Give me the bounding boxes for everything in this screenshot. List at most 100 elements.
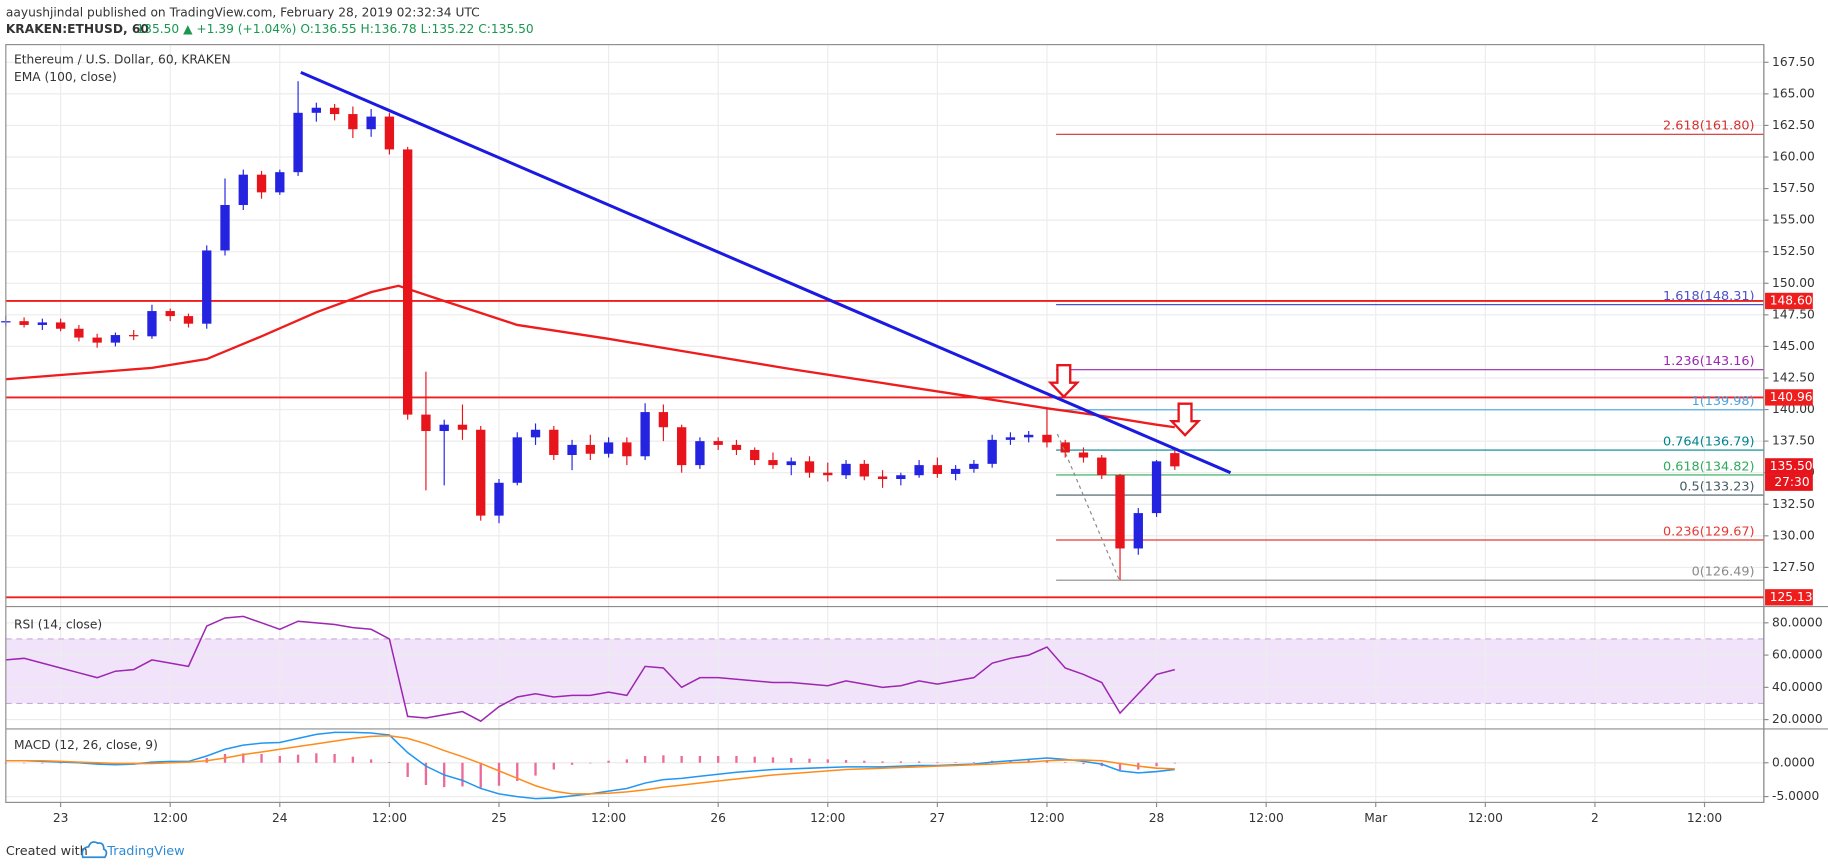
candle-body — [147, 311, 157, 337]
histogram-bar — [735, 756, 738, 763]
candle-body — [110, 335, 121, 343]
y-tick-label: 165.00 — [1772, 86, 1815, 100]
y-tick-label: 157.50 — [1772, 181, 1815, 195]
histogram-bar — [625, 759, 629, 763]
candle-body — [859, 463, 869, 477]
x-tick-label: Mar — [1364, 811, 1388, 825]
fib-label: 1(139.98) — [1692, 394, 1755, 409]
histogram-bar — [369, 759, 373, 763]
candle-body — [202, 250, 212, 324]
histogram-bar — [333, 753, 336, 763]
y-tick-label: 137.50 — [1772, 434, 1815, 448]
candle-body — [129, 335, 139, 337]
pane-title: MACD (12, 26, close, 9) — [14, 738, 158, 752]
y-tick-label: 20.0000 — [1772, 712, 1823, 726]
candle-body — [823, 472, 833, 476]
quote: 135.50 ▲ +1.39 (+1.04%) O:136.55 H:136.7… — [136, 22, 533, 36]
histogram-bar — [881, 761, 884, 763]
histogram-bar — [1155, 762, 1158, 767]
level-tag-label: 140.96 — [1770, 390, 1813, 404]
author-line: aayushjindal published on TradingView.co… — [6, 6, 480, 20]
candle-body — [92, 337, 102, 343]
y-tick-label: 155.00 — [1772, 213, 1815, 227]
y-tick-label: 150.00 — [1772, 276, 1815, 290]
y-tick-label: 80.0000 — [1772, 615, 1823, 629]
swing-line — [1056, 433, 1120, 580]
candle-body — [55, 322, 66, 329]
candle-body — [695, 441, 705, 466]
histogram-bar — [497, 762, 501, 786]
x-tick-label: 23 — [53, 811, 69, 825]
brand: TradingView — [106, 844, 184, 859]
x-tick-label: 24 — [272, 811, 288, 825]
x-tick-label: 12:00 — [1029, 811, 1064, 825]
candle-body — [622, 442, 632, 457]
fib-label: 1.236(143.16) — [1663, 354, 1755, 369]
x-tick-label: 27 — [930, 811, 946, 825]
x-tick-label: 12:00 — [1687, 811, 1722, 825]
last-price-tag — [1765, 458, 1813, 475]
candle-body — [713, 441, 723, 445]
histogram-bar — [22, 762, 26, 764]
histogram-bar — [753, 756, 756, 763]
candle-body — [1151, 461, 1162, 514]
histogram-bar — [662, 755, 665, 763]
rsi-band — [5, 638, 1764, 704]
candle-body — [1005, 437, 1016, 440]
countdown-label: 27:30 — [1774, 475, 1809, 489]
x-tick-label: 12:00 — [372, 811, 407, 825]
candle-body — [1078, 452, 1089, 458]
candle-body — [750, 449, 760, 461]
histogram-bar — [388, 762, 391, 763]
panes: 127.50130.00132.50135.00137.50140.00142.… — [1, 44, 1823, 825]
candle-body — [950, 468, 961, 474]
candle-body — [640, 412, 650, 457]
candle-body — [914, 465, 924, 476]
level-tag-label: 125.13 — [1770, 590, 1813, 604]
candle-body — [567, 444, 577, 456]
candle-body — [987, 439, 997, 464]
ema-line — [5, 284, 1175, 429]
histogram-bar — [1118, 762, 1122, 771]
candle-body — [476, 429, 486, 516]
candle-body — [329, 107, 340, 115]
symbol: KRAKEN:ETHUSD, 60 — [6, 22, 149, 36]
y-tick-label: -5.0000 — [1772, 789, 1819, 803]
candle-body — [676, 427, 687, 466]
candle-body — [403, 149, 413, 415]
candle-body — [1170, 453, 1180, 467]
candle-body — [877, 476, 888, 480]
histogram-bar — [680, 756, 683, 763]
y-tick-label: 130.00 — [1772, 528, 1815, 542]
histogram-bar — [717, 756, 720, 763]
x-tick-label: 12:00 — [591, 811, 626, 825]
histogram-bar — [479, 762, 482, 788]
histogram-bar — [424, 762, 428, 786]
brand-logo — [81, 841, 108, 859]
histogram-bar — [808, 758, 811, 763]
candle-body — [549, 429, 559, 456]
candle-body — [841, 463, 851, 476]
candle-body — [384, 116, 395, 150]
candle-body — [37, 322, 48, 325]
resistance-arrow — [1047, 364, 1080, 399]
histogram-bar — [863, 760, 866, 763]
trendline — [300, 71, 1232, 475]
histogram-bar — [917, 761, 921, 763]
y-tick-label: 147.50 — [1772, 307, 1815, 321]
histogram-bar — [260, 753, 263, 763]
histogram-bar — [59, 762, 62, 764]
histogram-bar — [954, 762, 957, 763]
candle-body — [512, 437, 522, 483]
level-tag-label: 148.60 — [1770, 293, 1813, 307]
level-tag — [1765, 292, 1813, 310]
candle-body — [731, 444, 742, 450]
histogram-bar — [315, 753, 318, 763]
x-tick-label: 12:00 — [1468, 811, 1503, 825]
candle-body — [457, 424, 468, 430]
fib-label: 0(126.49) — [1692, 564, 1755, 579]
candle-body — [896, 475, 906, 480]
candle-body — [183, 316, 194, 324]
